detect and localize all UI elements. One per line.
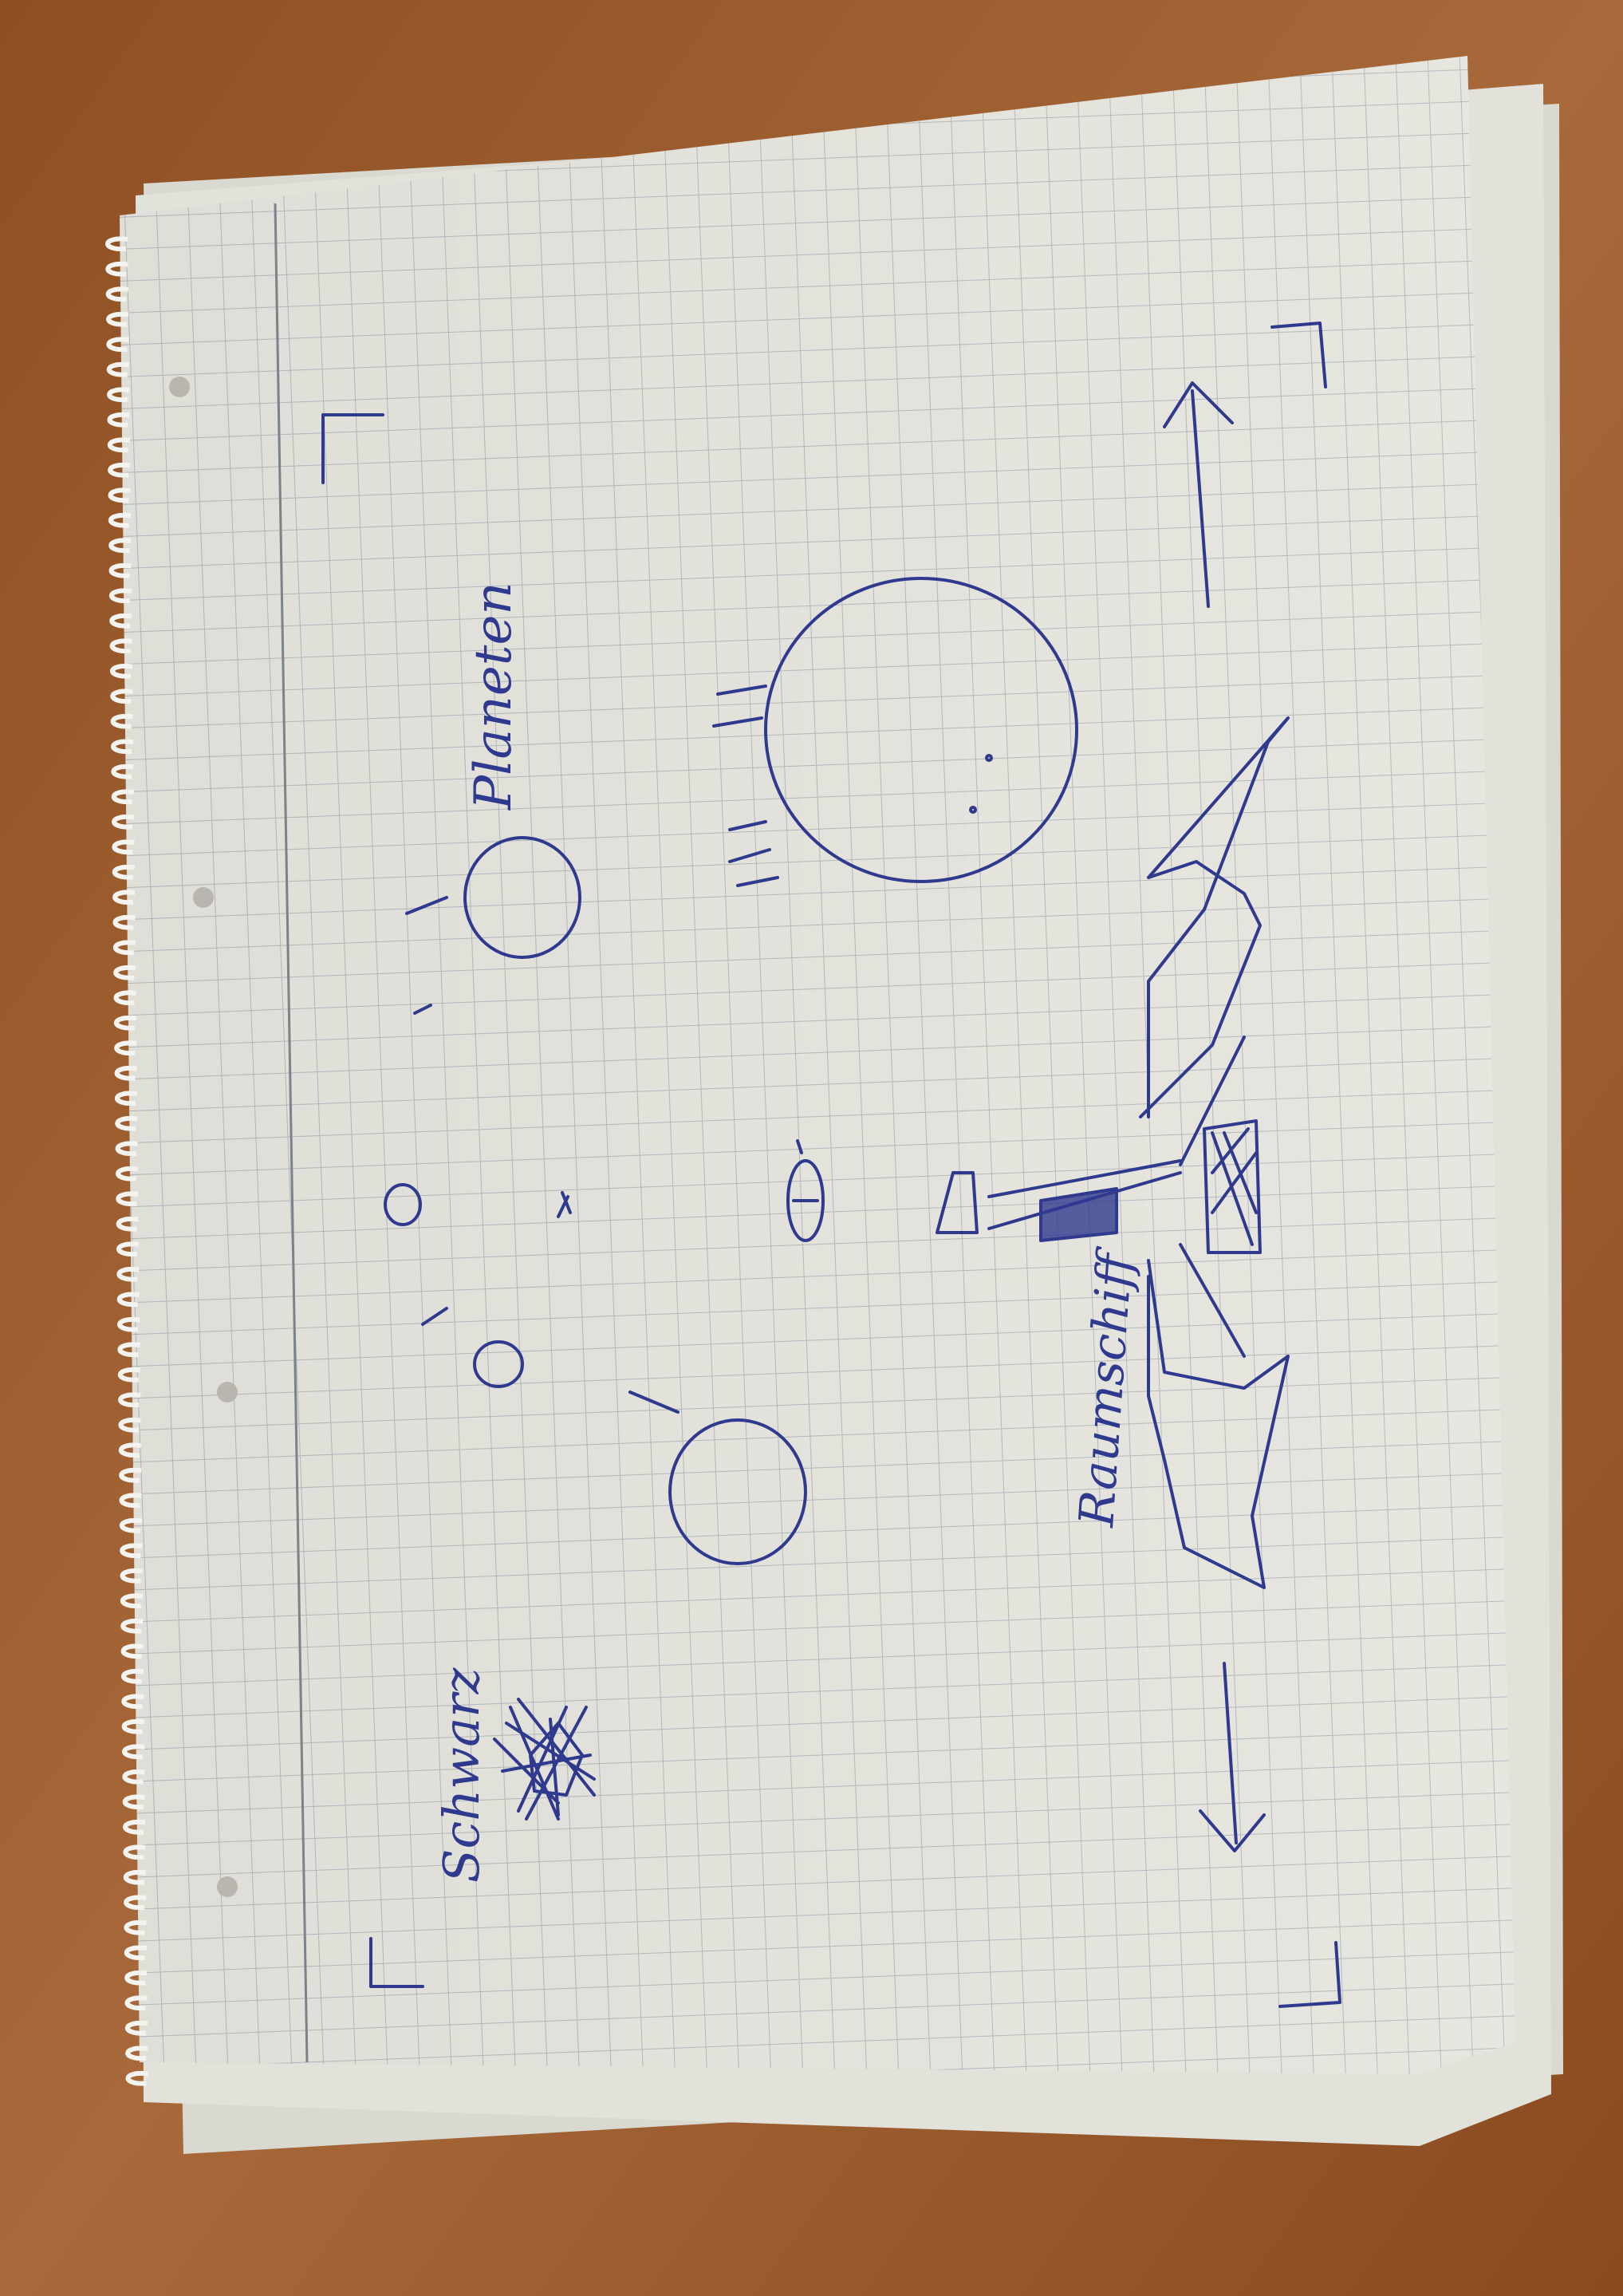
spiral-loop bbox=[114, 1040, 137, 1056]
spiral-loop bbox=[124, 2020, 148, 2036]
spiral-loop bbox=[124, 1995, 148, 2011]
punch-hole bbox=[217, 1876, 238, 1897]
spiral-loop bbox=[110, 688, 133, 704]
spiral-binding bbox=[105, 236, 148, 2086]
spiral-loop bbox=[112, 890, 136, 905]
spiral-loop bbox=[116, 1216, 140, 1232]
spiral-loop bbox=[121, 1694, 144, 1710]
spiral-loop bbox=[114, 1091, 138, 1107]
spiral-loop bbox=[120, 1568, 143, 1584]
spiral-loop bbox=[108, 487, 131, 503]
spiral-loop bbox=[122, 1744, 145, 1760]
punch-hole bbox=[193, 887, 214, 908]
spiral-loop bbox=[112, 814, 135, 830]
spiral-loop bbox=[124, 1895, 147, 1911]
spiral-loop bbox=[106, 311, 129, 327]
small-planet-icon bbox=[384, 1183, 422, 1226]
spiral-loop bbox=[123, 1819, 146, 1835]
corner-bracket bbox=[369, 1937, 424, 1988]
spiral-loop bbox=[108, 538, 132, 554]
spiral-loop bbox=[123, 1844, 146, 1860]
spiral-loop bbox=[121, 1718, 145, 1734]
spiral-loop bbox=[109, 638, 132, 654]
spiral-loop bbox=[125, 2045, 148, 2061]
spiral-loop bbox=[120, 1643, 144, 1659]
spiral-loop bbox=[112, 839, 135, 855]
spiral-loop bbox=[115, 1166, 139, 1182]
punch-hole bbox=[169, 377, 190, 397]
spiral-loop bbox=[109, 613, 132, 629]
spiral-loop bbox=[122, 1794, 146, 1810]
label-planets: Planeten bbox=[464, 582, 523, 811]
spiral-loop bbox=[110, 713, 134, 729]
arrow-down-icon bbox=[1199, 1662, 1266, 1852]
spiral-loop bbox=[122, 1769, 145, 1785]
spiral-loop bbox=[105, 236, 128, 252]
spiral-loop bbox=[109, 663, 133, 679]
spiral-loop bbox=[112, 940, 136, 956]
spiral-loop bbox=[119, 1493, 142, 1509]
spiral-loop bbox=[115, 1141, 138, 1157]
spiral-loop bbox=[115, 1115, 138, 1131]
spiral-loop bbox=[112, 914, 136, 930]
spiral-loop bbox=[105, 261, 128, 277]
spiral-loop bbox=[116, 1191, 139, 1207]
spiral-loop bbox=[118, 1442, 142, 1458]
spiral-loop bbox=[107, 412, 130, 428]
spiral-loop bbox=[108, 588, 132, 604]
spiral-loop bbox=[106, 337, 129, 353]
spiral-loop bbox=[120, 1668, 144, 1684]
spiral-loop bbox=[114, 1065, 137, 1081]
spiral-loop bbox=[108, 462, 131, 478]
spiral-loop bbox=[113, 1015, 137, 1031]
spiral-loop bbox=[124, 1919, 147, 1935]
spiral-loop bbox=[116, 1266, 140, 1282]
spiral-loop bbox=[118, 1392, 141, 1408]
corner-bracket bbox=[321, 413, 384, 484]
spiral-loop bbox=[116, 1241, 140, 1257]
spiral-loop bbox=[108, 562, 132, 578]
spiral-loop bbox=[107, 437, 131, 453]
large-planet-icon bbox=[764, 577, 1078, 883]
spiral-loop bbox=[123, 1869, 147, 1885]
spiral-loop bbox=[108, 512, 132, 528]
spiral-loop bbox=[105, 286, 129, 302]
black-hole-icon bbox=[493, 1698, 596, 1821]
spiral-loop bbox=[113, 965, 136, 980]
planet-icon bbox=[668, 1418, 807, 1565]
spiral-loop bbox=[112, 864, 136, 880]
spiral-loop bbox=[111, 789, 135, 805]
corner-bracket bbox=[1278, 1941, 1341, 2008]
punch-hole bbox=[217, 1382, 238, 1402]
small-planet-icon bbox=[473, 1340, 524, 1388]
planet-icon bbox=[463, 836, 581, 959]
spiral-loop bbox=[117, 1342, 140, 1358]
spiral-loop bbox=[120, 1618, 144, 1634]
spiral-loop bbox=[119, 1517, 143, 1533]
spiral-loop bbox=[119, 1467, 142, 1483]
arrow-up-icon bbox=[1163, 381, 1234, 608]
spiral-loop bbox=[125, 2070, 148, 2086]
margin-line bbox=[274, 203, 309, 2063]
corner-bracket bbox=[1270, 322, 1327, 389]
spiral-loop bbox=[111, 763, 134, 779]
spiral-loop bbox=[113, 990, 136, 1006]
spiral-loop bbox=[107, 387, 130, 403]
spiral-loop bbox=[117, 1367, 141, 1383]
spiral-loop bbox=[111, 739, 134, 755]
spiral-loop bbox=[116, 1292, 140, 1308]
label-black-hole: Schwarz bbox=[432, 1667, 490, 1883]
spiral-loop bbox=[124, 1970, 148, 1986]
spaceship-icon bbox=[936, 716, 1290, 1589]
spiral-loop bbox=[120, 1543, 143, 1559]
spiral-loop bbox=[120, 1593, 144, 1609]
spiral-loop bbox=[117, 1316, 140, 1332]
spiral-loop bbox=[106, 361, 130, 377]
sketch bbox=[321, 322, 1341, 2008]
spiral-loop bbox=[118, 1417, 141, 1433]
spiral-loop bbox=[124, 1945, 148, 1961]
